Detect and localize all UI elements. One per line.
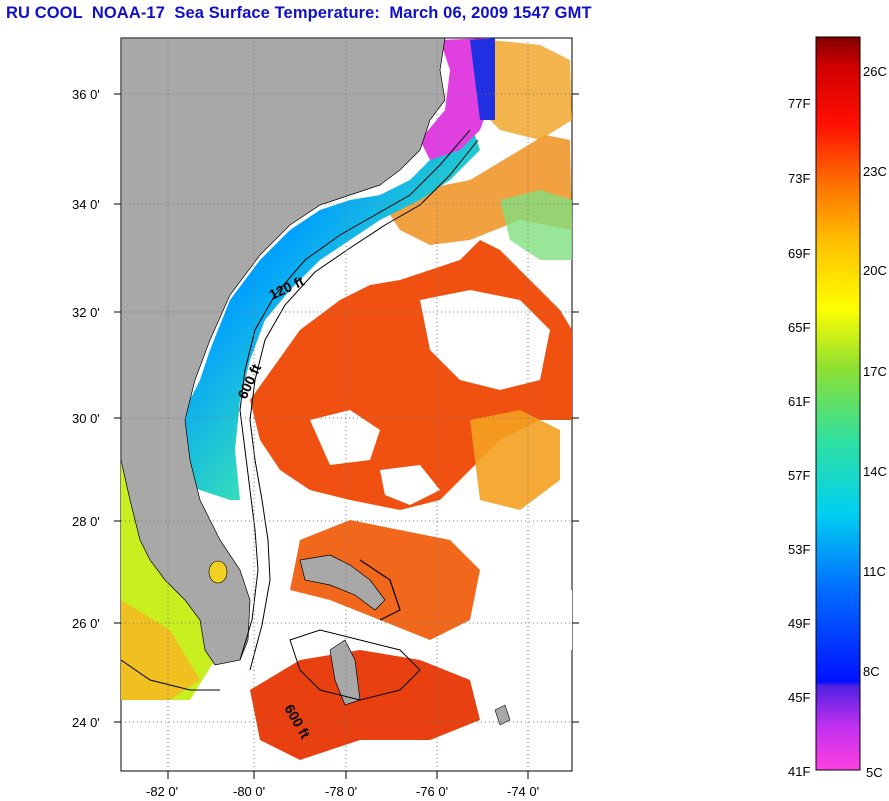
colorbar-f-label: 49F [788,616,810,631]
colorbar-f-label: 65F [788,320,810,335]
colorbar-gradient [815,36,861,771]
map-title: RU COOL NOAA-17 Sea Surface Temperature:… [6,4,592,22]
colorbar-f-label: 61F [788,394,810,409]
colorbar-f-label: 69F [788,246,810,261]
lat-tick-label: 36 0' [72,87,100,102]
lat-tick-label: 28 0' [72,514,100,529]
colorbar-c-label: 26C [863,64,887,79]
temperature-colorbar: 77F 73F 69F 65F 61F 57F 53F 49F 45F 41F … [788,36,887,780]
lat-tick-label: 24 0' [72,715,100,730]
lon-tick-label: -76 0' [416,784,448,799]
colorbar-c-label: 14C [863,464,887,479]
colorbar-f-label: 73F [788,171,810,186]
lon-tick-label: -82 0' [146,784,178,799]
colorbar-c-label: 8C [863,664,880,679]
colorbar-f-label: 53F [788,542,810,557]
lat-tick-label: 30 0' [72,411,100,426]
colorbar-f-label: 41F [788,764,810,779]
lon-tick-label: -80 0' [233,784,265,799]
cold-coastal-water [160,120,480,500]
longitude-axis: -82 0' -80 0' -78 0' -76 0' -74 0' [146,771,539,799]
lon-tick-label: -78 0' [325,784,357,799]
colorbar-f-label: 45F [788,690,810,705]
colorbar-c-label: 17C [863,364,887,379]
lat-tick-label: 26 0' [72,616,100,631]
lon-tick-label: -74 0' [507,784,539,799]
colorbar-c-label: 11C [863,564,886,579]
map-content [121,38,572,760]
colorbar-c-label: 23C [863,164,887,179]
lat-tick-label: 32 0' [72,305,100,320]
colorbar-f-label: 57F [788,468,810,483]
colorbar-f-label: 77F [788,96,810,111]
colorbar-c-label: 5C [866,765,883,780]
latitude-axis: 36 0' 34 0' 32 0' 30 0' 28 0' 26 0' 24 0… [72,87,579,730]
colorbar-c-label: 20C [863,263,887,278]
lat-tick-label: 34 0' [72,197,100,212]
land-mass-us [121,38,446,666]
bahamas-islands [299,554,386,611]
